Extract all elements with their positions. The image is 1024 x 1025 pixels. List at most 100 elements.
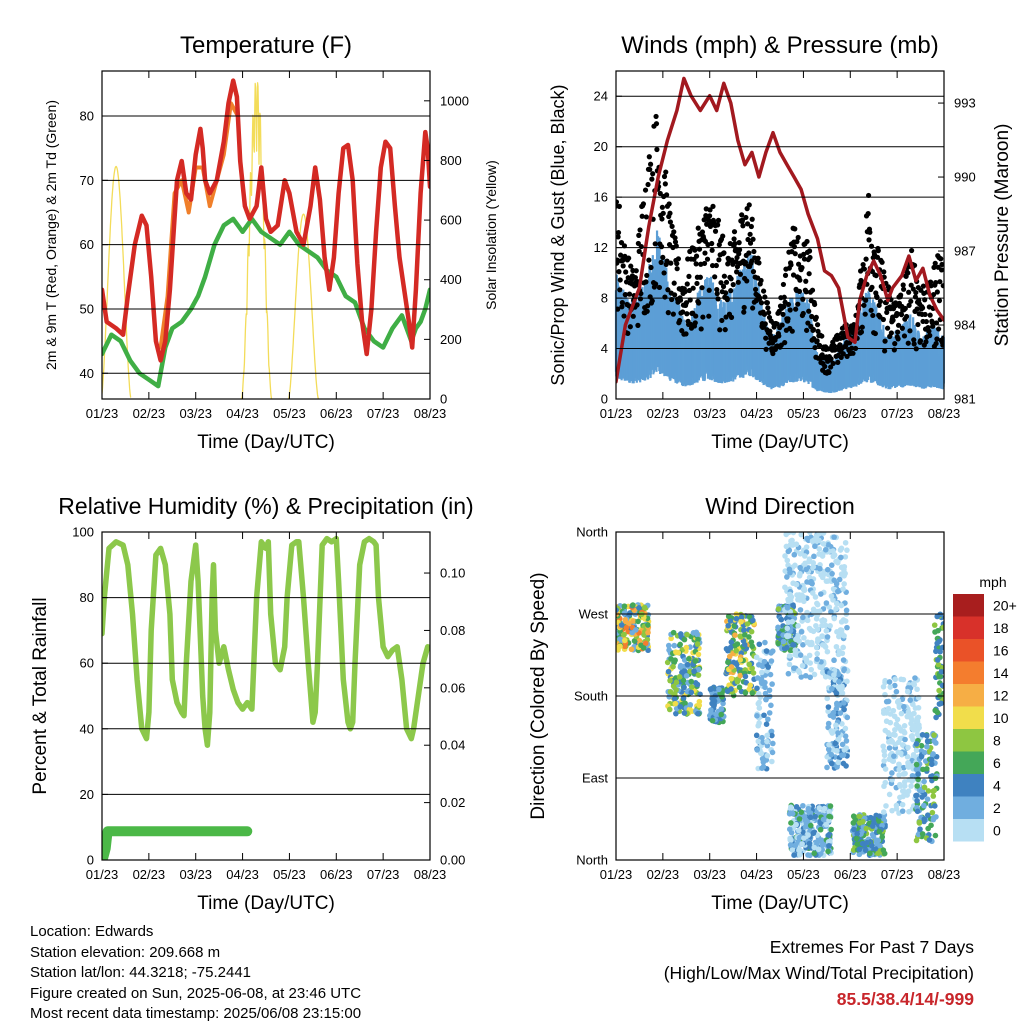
gust-point <box>761 288 767 294</box>
wind-direction-point <box>642 640 649 647</box>
gust-point <box>682 288 688 295</box>
gust-point <box>881 269 887 275</box>
gust-point <box>728 276 734 282</box>
gust-point <box>905 270 911 276</box>
wind-direction-point <box>809 538 816 544</box>
gust-point <box>774 321 780 327</box>
gust-point <box>804 327 810 333</box>
wind-direction-point <box>780 638 787 645</box>
gust-point <box>867 229 873 235</box>
wind-direction-point <box>844 678 850 685</box>
gust-point <box>666 241 673 248</box>
gust-point <box>858 329 865 335</box>
legend-label: 4 <box>993 777 1001 793</box>
gust-point <box>750 269 757 275</box>
wind-direction-point <box>782 584 788 591</box>
gust-point <box>917 338 924 344</box>
gust-point <box>686 273 692 279</box>
wind-direction-point <box>921 802 927 809</box>
wind-direction-point <box>633 627 639 633</box>
wind-direction-point <box>667 677 673 684</box>
wind-direction-point <box>905 760 911 766</box>
wind-direction-point <box>775 640 781 647</box>
wind-direction-point <box>630 602 636 608</box>
wind-direction-point <box>825 720 832 727</box>
gust-point <box>781 304 787 310</box>
wind-direction-point <box>825 848 831 855</box>
gust-point <box>840 351 846 357</box>
wind-direction-point <box>688 678 695 685</box>
gust-point <box>694 280 700 287</box>
gust-point <box>933 320 940 326</box>
wind-direction-point <box>797 571 803 577</box>
gust-point <box>672 235 678 241</box>
gust-point <box>815 328 821 334</box>
wind-direction-point <box>819 633 826 639</box>
wind-direction-point <box>692 658 699 664</box>
wind-direction-point <box>716 686 722 693</box>
gust-point <box>795 301 801 307</box>
wind-direction-point <box>915 776 921 783</box>
y-right-axis-label: Solar Insolation (Yellow) <box>483 160 499 310</box>
gust-point <box>687 297 693 303</box>
gust-point <box>672 292 678 298</box>
gust-point <box>710 203 716 209</box>
wind-direction-point <box>898 750 904 757</box>
wind-direction-point <box>810 564 817 570</box>
wind-direction-point <box>933 740 939 746</box>
gust-point <box>780 281 787 288</box>
wind-direction-point <box>930 793 937 799</box>
gust-point <box>732 240 738 247</box>
wind-direction-point <box>826 813 833 820</box>
wind-direction-point <box>835 651 842 658</box>
wind-direction-point <box>825 704 832 710</box>
station-latlon: Station lat/lon: 44.3218; -75.2441 <box>30 963 361 984</box>
y-right-tick-label: 984 <box>954 318 976 333</box>
wind-direction-point <box>932 832 939 839</box>
wind-direction-point <box>768 702 774 709</box>
wind-direction-point <box>621 603 628 609</box>
gust-point <box>737 271 744 277</box>
x-tick-label: 03/23 <box>179 867 212 882</box>
wind-direction-point <box>812 543 818 550</box>
gust-point <box>658 244 665 250</box>
gust-point <box>793 306 799 312</box>
wind-direction-point <box>931 732 937 738</box>
temp-2m-line <box>102 78 430 363</box>
wind-direction-point <box>785 548 792 555</box>
wind-direction-point <box>886 791 893 798</box>
gust-point <box>714 291 720 297</box>
gust-point <box>625 330 631 336</box>
wind-direction-point <box>831 657 837 664</box>
wind-direction-point <box>837 710 844 716</box>
gust-point <box>644 272 650 279</box>
gust-point <box>796 288 803 294</box>
legend-label: 0 <box>993 822 1001 838</box>
wind-direction-point <box>931 622 938 628</box>
gust-point <box>868 307 874 313</box>
wind-direction-point <box>897 794 903 801</box>
wind-direction-point <box>826 741 832 748</box>
gust-point <box>720 283 727 290</box>
y-tick-label: 60 <box>80 237 94 252</box>
wind-direction-point <box>932 707 939 714</box>
wind-direction-point <box>842 539 849 546</box>
wind-direction-point <box>920 766 926 773</box>
gust-point <box>696 300 702 306</box>
gust-point <box>882 338 888 344</box>
gust-point <box>913 289 919 296</box>
wind-direction-point <box>839 690 846 696</box>
wind-direction-point <box>930 788 936 795</box>
wind-direction-point <box>844 714 851 721</box>
wind-direction-point <box>666 706 673 713</box>
wind-direction-point <box>677 641 683 648</box>
x-tick-label: 02/23 <box>647 406 680 421</box>
y-tick-label: 60 <box>80 656 94 671</box>
gust-point <box>717 327 723 333</box>
gust-point <box>930 323 936 329</box>
wind-direction-point <box>853 835 860 842</box>
wind-direction-point <box>810 628 817 635</box>
gust-point <box>693 313 699 319</box>
legend-label: 10 <box>993 710 1009 726</box>
wind-direction-point <box>788 820 794 826</box>
